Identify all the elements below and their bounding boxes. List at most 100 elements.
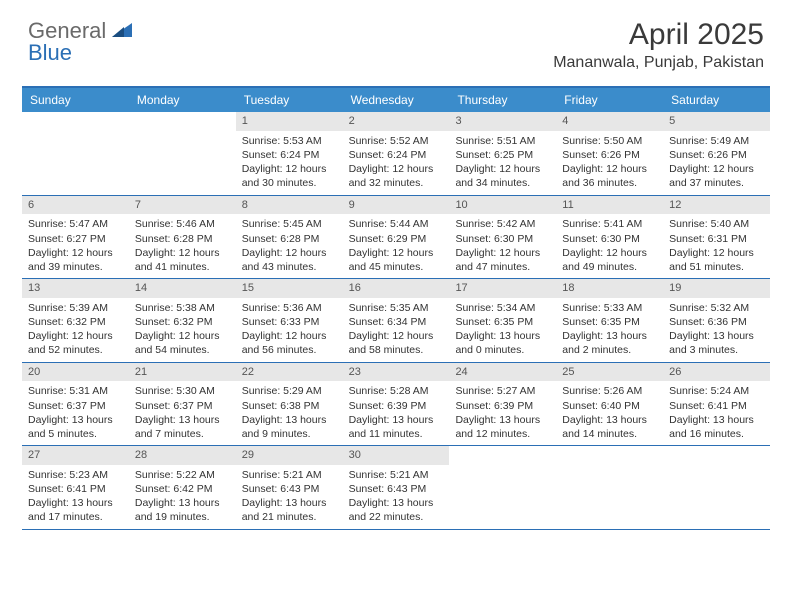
day-header: Saturday: [663, 88, 770, 112]
sunset-text: Sunset: 6:43 PM: [349, 482, 444, 496]
day2-text: and 22 minutes.: [349, 510, 444, 524]
calendar-cell: 3Sunrise: 5:51 AMSunset: 6:25 PMDaylight…: [449, 112, 556, 195]
day-header: Thursday: [449, 88, 556, 112]
sunset-text: Sunset: 6:32 PM: [135, 315, 230, 329]
day-number: 14: [129, 279, 236, 298]
day1-text: Daylight: 13 hours: [349, 496, 444, 510]
day1-text: Daylight: 13 hours: [135, 413, 230, 427]
calendar-cell: 18Sunrise: 5:33 AMSunset: 6:35 PMDayligh…: [556, 279, 663, 362]
calendar-cell: [22, 112, 129, 195]
day1-text: Daylight: 13 hours: [135, 496, 230, 510]
sunset-text: Sunset: 6:28 PM: [242, 232, 337, 246]
cell-body: Sunrise: 5:24 AMSunset: 6:41 PMDaylight:…: [663, 381, 770, 445]
sunset-text: Sunset: 6:38 PM: [242, 399, 337, 413]
day1-text: Daylight: 13 hours: [455, 329, 550, 343]
sunrise-text: Sunrise: 5:38 AM: [135, 301, 230, 315]
day1-text: Daylight: 13 hours: [28, 496, 123, 510]
calendar-cell: 12Sunrise: 5:40 AMSunset: 6:31 PMDayligh…: [663, 196, 770, 279]
sunset-text: Sunset: 6:34 PM: [349, 315, 444, 329]
calendar-cell: 10Sunrise: 5:42 AMSunset: 6:30 PMDayligh…: [449, 196, 556, 279]
sunrise-text: Sunrise: 5:41 AM: [562, 217, 657, 231]
cell-body: Sunrise: 5:26 AMSunset: 6:40 PMDaylight:…: [556, 381, 663, 445]
day2-text: and 16 minutes.: [669, 427, 764, 441]
calendar-cell: 2Sunrise: 5:52 AMSunset: 6:24 PMDaylight…: [343, 112, 450, 195]
day1-text: Daylight: 12 hours: [242, 162, 337, 176]
sunrise-text: Sunrise: 5:39 AM: [28, 301, 123, 315]
sunrise-text: Sunrise: 5:33 AM: [562, 301, 657, 315]
day-number: 5: [663, 112, 770, 131]
day1-text: Daylight: 12 hours: [349, 162, 444, 176]
sunset-text: Sunset: 6:35 PM: [455, 315, 550, 329]
day1-text: Daylight: 12 hours: [562, 246, 657, 260]
cell-body: Sunrise: 5:35 AMSunset: 6:34 PMDaylight:…: [343, 298, 450, 362]
sunset-text: Sunset: 6:41 PM: [669, 399, 764, 413]
calendar-cell: 9Sunrise: 5:44 AMSunset: 6:29 PMDaylight…: [343, 196, 450, 279]
cell-body: Sunrise: 5:50 AMSunset: 6:26 PMDaylight:…: [556, 131, 663, 195]
sunset-text: Sunset: 6:29 PM: [349, 232, 444, 246]
day1-text: Daylight: 12 hours: [455, 246, 550, 260]
cell-body: Sunrise: 5:21 AMSunset: 6:43 PMDaylight:…: [343, 465, 450, 529]
sunrise-text: Sunrise: 5:42 AM: [455, 217, 550, 231]
cell-body: Sunrise: 5:42 AMSunset: 6:30 PMDaylight:…: [449, 214, 556, 278]
sunset-text: Sunset: 6:25 PM: [455, 148, 550, 162]
calendar-cell: [663, 446, 770, 529]
day2-text: and 41 minutes.: [135, 260, 230, 274]
day1-text: Daylight: 13 hours: [28, 413, 123, 427]
day-number: 4: [556, 112, 663, 131]
cell-body: Sunrise: 5:29 AMSunset: 6:38 PMDaylight:…: [236, 381, 343, 445]
sunrise-text: Sunrise: 5:26 AM: [562, 384, 657, 398]
day1-text: Daylight: 12 hours: [28, 329, 123, 343]
day-header-row: SundayMondayTuesdayWednesdayThursdayFrid…: [22, 88, 770, 112]
day-number: 27: [22, 446, 129, 465]
calendar-cell: 11Sunrise: 5:41 AMSunset: 6:30 PMDayligh…: [556, 196, 663, 279]
calendar-cell: 24Sunrise: 5:27 AMSunset: 6:39 PMDayligh…: [449, 363, 556, 446]
cell-body: Sunrise: 5:31 AMSunset: 6:37 PMDaylight:…: [22, 381, 129, 445]
cell-body: Sunrise: 5:51 AMSunset: 6:25 PMDaylight:…: [449, 131, 556, 195]
day-number: 15: [236, 279, 343, 298]
calendar-cell: 20Sunrise: 5:31 AMSunset: 6:37 PMDayligh…: [22, 363, 129, 446]
day-number: 13: [22, 279, 129, 298]
logo-sail-icon: [110, 19, 134, 44]
calendar-cell: 25Sunrise: 5:26 AMSunset: 6:40 PMDayligh…: [556, 363, 663, 446]
cell-body: Sunrise: 5:34 AMSunset: 6:35 PMDaylight:…: [449, 298, 556, 362]
day-number: 26: [663, 363, 770, 382]
week-row: 6Sunrise: 5:47 AMSunset: 6:27 PMDaylight…: [22, 196, 770, 280]
sunrise-text: Sunrise: 5:36 AM: [242, 301, 337, 315]
day-number: 9: [343, 196, 450, 215]
cell-body: Sunrise: 5:21 AMSunset: 6:43 PMDaylight:…: [236, 465, 343, 529]
logo-text-blue: Blue: [28, 40, 72, 65]
day1-text: Daylight: 12 hours: [669, 246, 764, 260]
week-row: 13Sunrise: 5:39 AMSunset: 6:32 PMDayligh…: [22, 279, 770, 363]
sunset-text: Sunset: 6:43 PM: [242, 482, 337, 496]
day-number: 23: [343, 363, 450, 382]
calendar: SundayMondayTuesdayWednesdayThursdayFrid…: [22, 86, 770, 530]
day2-text: and 11 minutes.: [349, 427, 444, 441]
sunrise-text: Sunrise: 5:51 AM: [455, 134, 550, 148]
day2-text: and 21 minutes.: [242, 510, 337, 524]
sunset-text: Sunset: 6:28 PM: [135, 232, 230, 246]
calendar-cell: 16Sunrise: 5:35 AMSunset: 6:34 PMDayligh…: [343, 279, 450, 362]
day-number: 16: [343, 279, 450, 298]
sunrise-text: Sunrise: 5:21 AM: [242, 468, 337, 482]
sunset-text: Sunset: 6:26 PM: [562, 148, 657, 162]
day-header: Tuesday: [236, 88, 343, 112]
day2-text: and 43 minutes.: [242, 260, 337, 274]
day1-text: Daylight: 12 hours: [349, 329, 444, 343]
day-header: Sunday: [22, 88, 129, 112]
day1-text: Daylight: 12 hours: [562, 162, 657, 176]
sunrise-text: Sunrise: 5:47 AM: [28, 217, 123, 231]
day2-text: and 7 minutes.: [135, 427, 230, 441]
sunrise-text: Sunrise: 5:22 AM: [135, 468, 230, 482]
calendar-cell: 27Sunrise: 5:23 AMSunset: 6:41 PMDayligh…: [22, 446, 129, 529]
cell-body: Sunrise: 5:22 AMSunset: 6:42 PMDaylight:…: [129, 465, 236, 529]
sunset-text: Sunset: 6:33 PM: [242, 315, 337, 329]
sunrise-text: Sunrise: 5:40 AM: [669, 217, 764, 231]
sunset-text: Sunset: 6:30 PM: [562, 232, 657, 246]
day2-text: and 3 minutes.: [669, 343, 764, 357]
calendar-cell: 29Sunrise: 5:21 AMSunset: 6:43 PMDayligh…: [236, 446, 343, 529]
day-number: 10: [449, 196, 556, 215]
cell-body: Sunrise: 5:39 AMSunset: 6:32 PMDaylight:…: [22, 298, 129, 362]
sunset-text: Sunset: 6:31 PM: [669, 232, 764, 246]
day2-text: and 0 minutes.: [455, 343, 550, 357]
day2-text: and 5 minutes.: [28, 427, 123, 441]
